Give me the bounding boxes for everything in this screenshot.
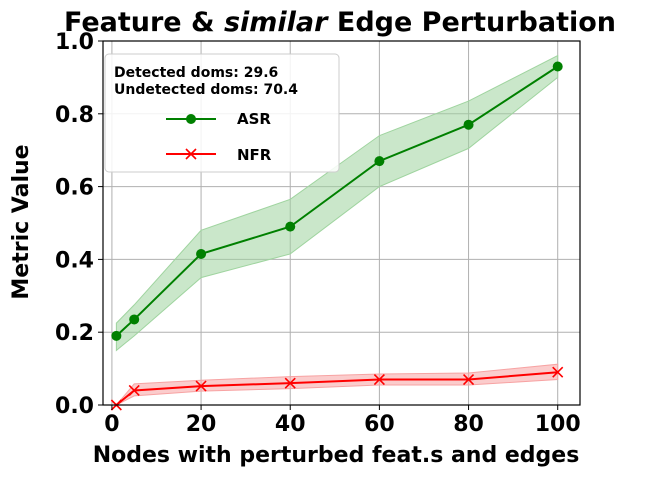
chart-title: Feature & similar Edge Perturbation xyxy=(64,7,616,38)
y-tick-label: 0.0 xyxy=(55,394,94,419)
legend-note-detected: Detected doms: 29.6 xyxy=(114,65,278,81)
x-tick-label: 100 xyxy=(535,412,581,437)
x-tick-label: 40 xyxy=(275,412,306,437)
asr-band xyxy=(115,54,559,352)
y-tick-label: 0.2 xyxy=(55,321,94,346)
legend-nfr-label: NFR xyxy=(237,146,272,164)
legend-box xyxy=(104,53,340,173)
x-tick-label: 60 xyxy=(364,412,395,437)
plot-frame xyxy=(102,40,581,406)
y-tick-label: 1.0 xyxy=(55,30,94,55)
legend-asr-label: ASR xyxy=(237,110,271,128)
x-axis-label: Nodes with perturbed feat.s and edges xyxy=(93,443,580,468)
asr-point xyxy=(111,330,122,341)
series-markers xyxy=(110,61,564,411)
nfr-band xyxy=(115,363,559,406)
legend: Detected doms: 29.6 Undetected doms: 70.… xyxy=(104,53,340,173)
legend-note-undetected: Undetected doms: 70.4 xyxy=(114,82,298,98)
nfr-point xyxy=(284,377,296,389)
y-axis-label: Metric Value xyxy=(9,144,34,299)
x-tick-label: 20 xyxy=(186,412,217,437)
nfr-point xyxy=(462,373,475,386)
y-tick-label: 0.6 xyxy=(55,176,94,201)
asr-point xyxy=(463,119,474,130)
nfr-point xyxy=(552,366,564,378)
asr-point xyxy=(285,221,296,232)
asr-point xyxy=(374,156,385,167)
x-tick-label: 80 xyxy=(453,412,484,437)
asr-point xyxy=(129,314,140,325)
nfr-point xyxy=(195,380,207,392)
axis-ticks: 0 20 40 60 80 100 0.0 0.2 0.4 0.6 0.8 1.0 xyxy=(55,30,581,437)
y-tick-label: 0.4 xyxy=(55,248,94,273)
legend-nfr-marker xyxy=(185,148,197,160)
asr-point xyxy=(196,248,207,259)
nfr-point xyxy=(373,373,385,386)
asr-point xyxy=(552,61,563,72)
x-tick-label: 0 xyxy=(104,412,119,437)
nfr-point xyxy=(128,384,140,397)
y-tick-label: 0.8 xyxy=(55,103,94,128)
legend-asr-marker xyxy=(186,114,196,124)
